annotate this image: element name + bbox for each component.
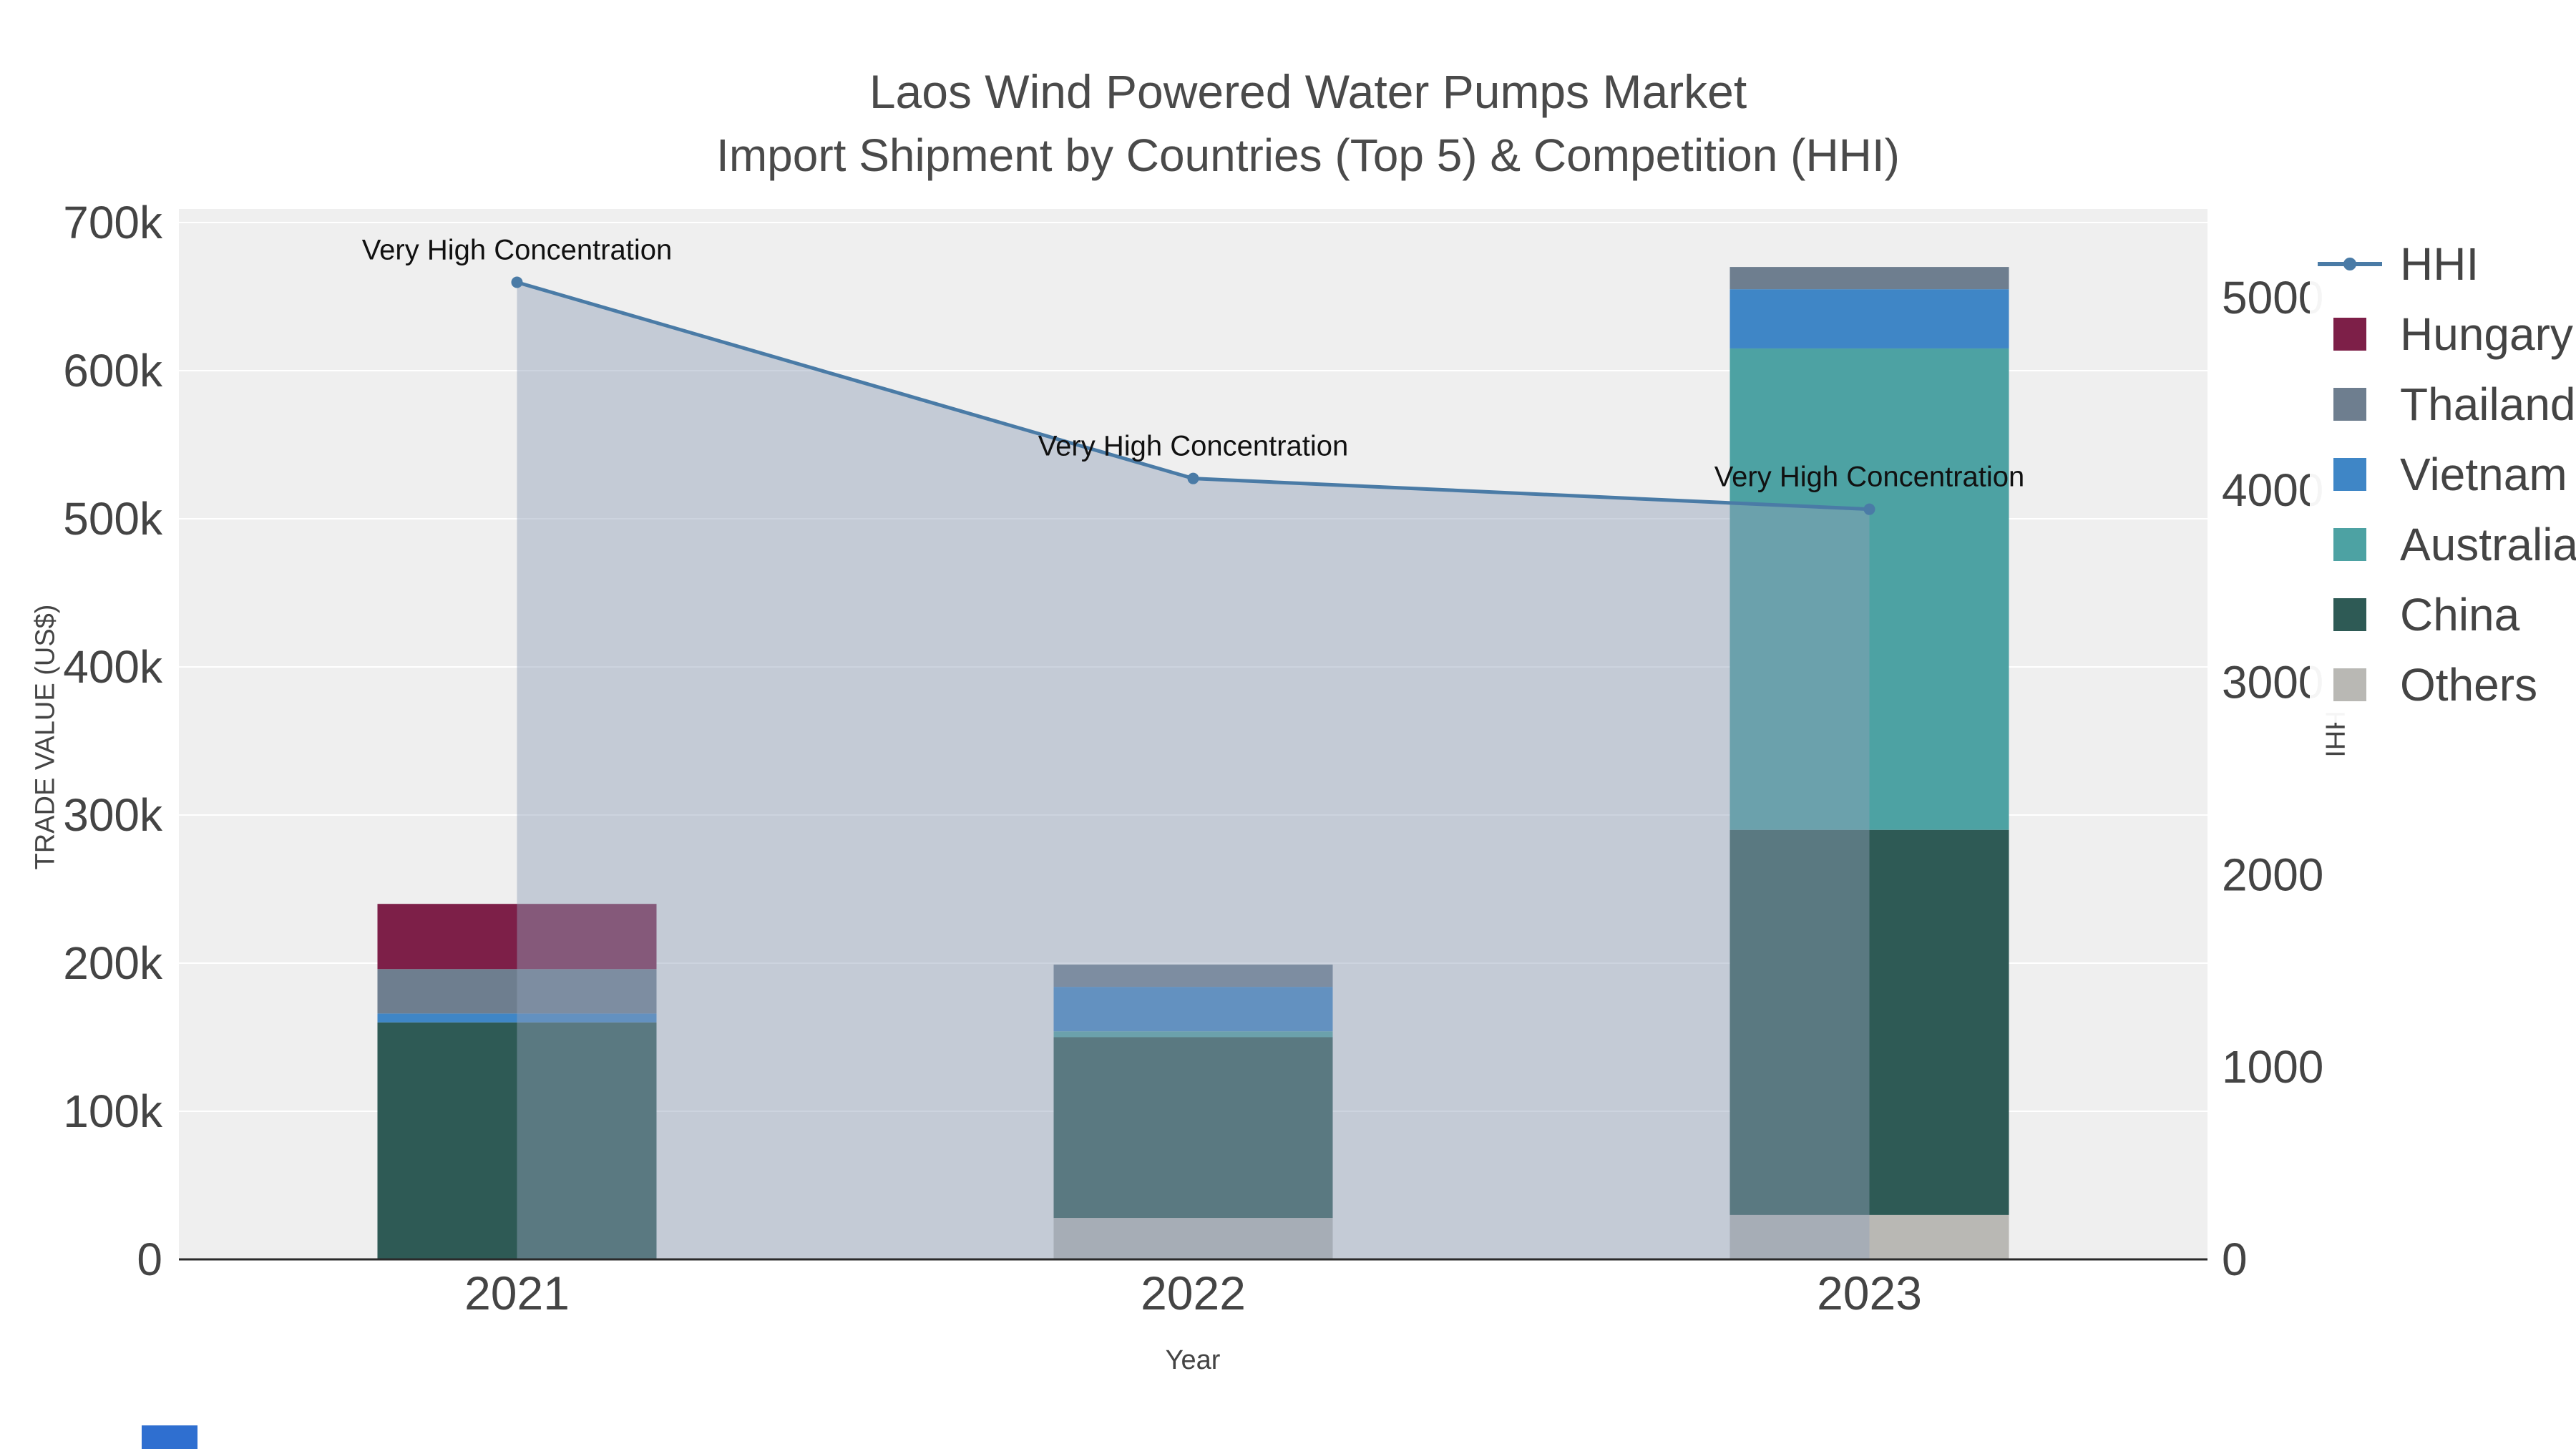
y-axis-title-left: TRADE VALUE (US$) [30,604,61,870]
bar-thailand-2022[interactable] [1053,965,1333,987]
legend-swatch-icon [2316,668,2384,701]
hhi-area [517,282,1870,1260]
annotation-2022: Very High Concentration [1038,431,1349,462]
y-left-tick-label: 200k [63,937,163,989]
legend-swatch-icon [2316,598,2384,631]
x-tick-label: 2021 [464,1267,570,1319]
bar-thailand-2023[interactable] [1729,267,2009,290]
bottom-left-blue-strip [142,1425,197,1449]
y-left-tick-label: 500k [63,493,163,545]
legend-item-hhi[interactable]: HHI [2316,229,2576,299]
legend-item-vietnam[interactable]: Vietnam [2316,439,2576,509]
legend-label: China [2400,589,2520,640]
legend-label: HHI [2400,238,2479,290]
x-tick-label: 2022 [1141,1267,1246,1319]
hhi-marker-2022[interactable] [1187,472,1199,484]
bar-others-2022[interactable] [1053,1218,1333,1259]
bar-china-2023[interactable] [1729,829,2009,1215]
hhi-marker-2021[interactable] [511,276,523,288]
chart-title: Laos Wind Powered Water Pumps Market [869,65,1747,118]
legend-line-icon [2316,258,2384,270]
y-right-tick-label: 5000 [2222,272,2323,323]
hhi-marker-2023[interactable] [1863,503,1875,515]
legend-swatch-icon [2316,388,2384,421]
legend-item-hungary[interactable]: Hungary [2316,299,2576,369]
legend-label: Australia [2400,519,2576,570]
bar-hungary-2021[interactable] [377,904,657,970]
bar-vietnam-2022[interactable] [1053,987,1333,1032]
y-right-tick-label: 2000 [2222,849,2323,900]
chart-subtitle: Import Shipment by Countries (Top 5) & C… [716,130,1900,181]
bar-vietnam-2021[interactable] [377,1013,657,1023]
legend-swatch-icon [2316,528,2384,561]
x-axis-title: Year [1165,1345,1221,1375]
y-right-tick-label: 4000 [2222,464,2323,516]
legend: HHI Hungary Thailand Vietnam Australia China O… [2310,226,2576,723]
x-tick-label: 2023 [1817,1267,1922,1319]
legend-label: Hungary [2400,308,2573,360]
legend-item-china[interactable]: China [2316,580,2576,650]
y-left-tick-label: 0 [137,1234,162,1285]
y-left-tick-label: 400k [63,641,163,693]
y-left-tick-label: 700k [63,197,163,248]
bar-thailand-2021[interactable] [377,969,657,1014]
legend-swatch-icon [2316,458,2384,491]
bar-australia-2022[interactable] [1053,1031,1333,1038]
annotation-2023: Very High Concentration [1714,462,2025,493]
bar-australia-2023[interactable] [1729,348,2009,830]
legend-item-others[interactable]: Others [2316,650,2576,720]
y-right-tick-label: 1000 [2222,1041,2323,1093]
y-right-tick-label: 0 [2222,1234,2248,1285]
y-left-tick-label: 100k [63,1085,163,1137]
legend-label: Thailand [2400,379,2576,430]
legend-swatch-icon [2316,318,2384,351]
bar-china-2022[interactable] [1053,1037,1333,1219]
y-left-tick-label: 300k [63,789,163,841]
legend-label: Vietnam [2400,449,2567,500]
legend-item-thailand[interactable]: Thailand [2316,369,2576,439]
bar-china-2021[interactable] [377,1022,657,1259]
bar-others-2023[interactable] [1729,1214,2009,1259]
annotation-2021: Very High Concentration [362,234,673,265]
y-left-tick-label: 600k [63,345,163,396]
legend-label: Others [2400,659,2538,711]
bar-vietnam-2023[interactable] [1729,289,2009,348]
y-right-tick-label: 3000 [2222,657,2323,708]
legend-item-australia[interactable]: Australia [2316,509,2576,580]
